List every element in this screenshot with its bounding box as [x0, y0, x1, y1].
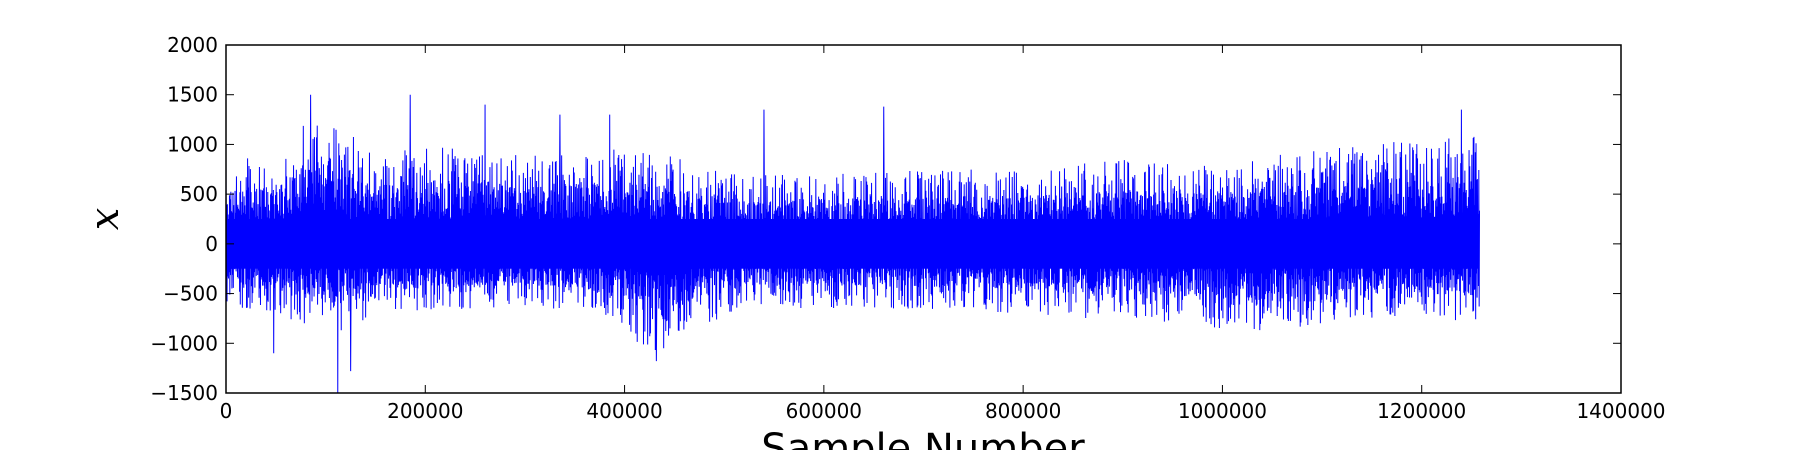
y-tick-label: 2000 [167, 33, 218, 57]
y-tick-label: 1000 [167, 132, 218, 156]
x-tick-label: 800000 [985, 399, 1061, 423]
y-tick-label: 500 [180, 182, 218, 206]
y-axis-label: x [82, 208, 128, 231]
x-tick-label: 400000 [586, 399, 662, 423]
x-tick-label: 1000000 [1178, 399, 1267, 423]
x-axis-label: Sample Number [761, 426, 1085, 450]
x-tick-label: 1400000 [1576, 399, 1665, 423]
x-tick-label: 600000 [786, 399, 862, 423]
y-tick-label: 0 [205, 232, 218, 256]
y-tick-label: 1500 [167, 83, 218, 107]
x-tick-label: 200000 [387, 399, 463, 423]
x-tick-label: 0 [220, 399, 233, 423]
x-tick-label: 1200000 [1377, 399, 1466, 423]
y-ticks: −1500 −1000 −500 0 500 1000 1500 2000 [150, 33, 1621, 405]
y-tick-label: −1500 [150, 381, 218, 405]
series-line [225, 94, 1481, 394]
y-tick-label: −500 [163, 282, 218, 306]
x-ticks: 0 200000 400000 600000 800000 1000000 1200000 1… [220, 45, 1666, 423]
plot-frame [225, 44, 1622, 394]
series-layer [225, 94, 1481, 394]
y-tick-label: −1000 [150, 331, 218, 355]
